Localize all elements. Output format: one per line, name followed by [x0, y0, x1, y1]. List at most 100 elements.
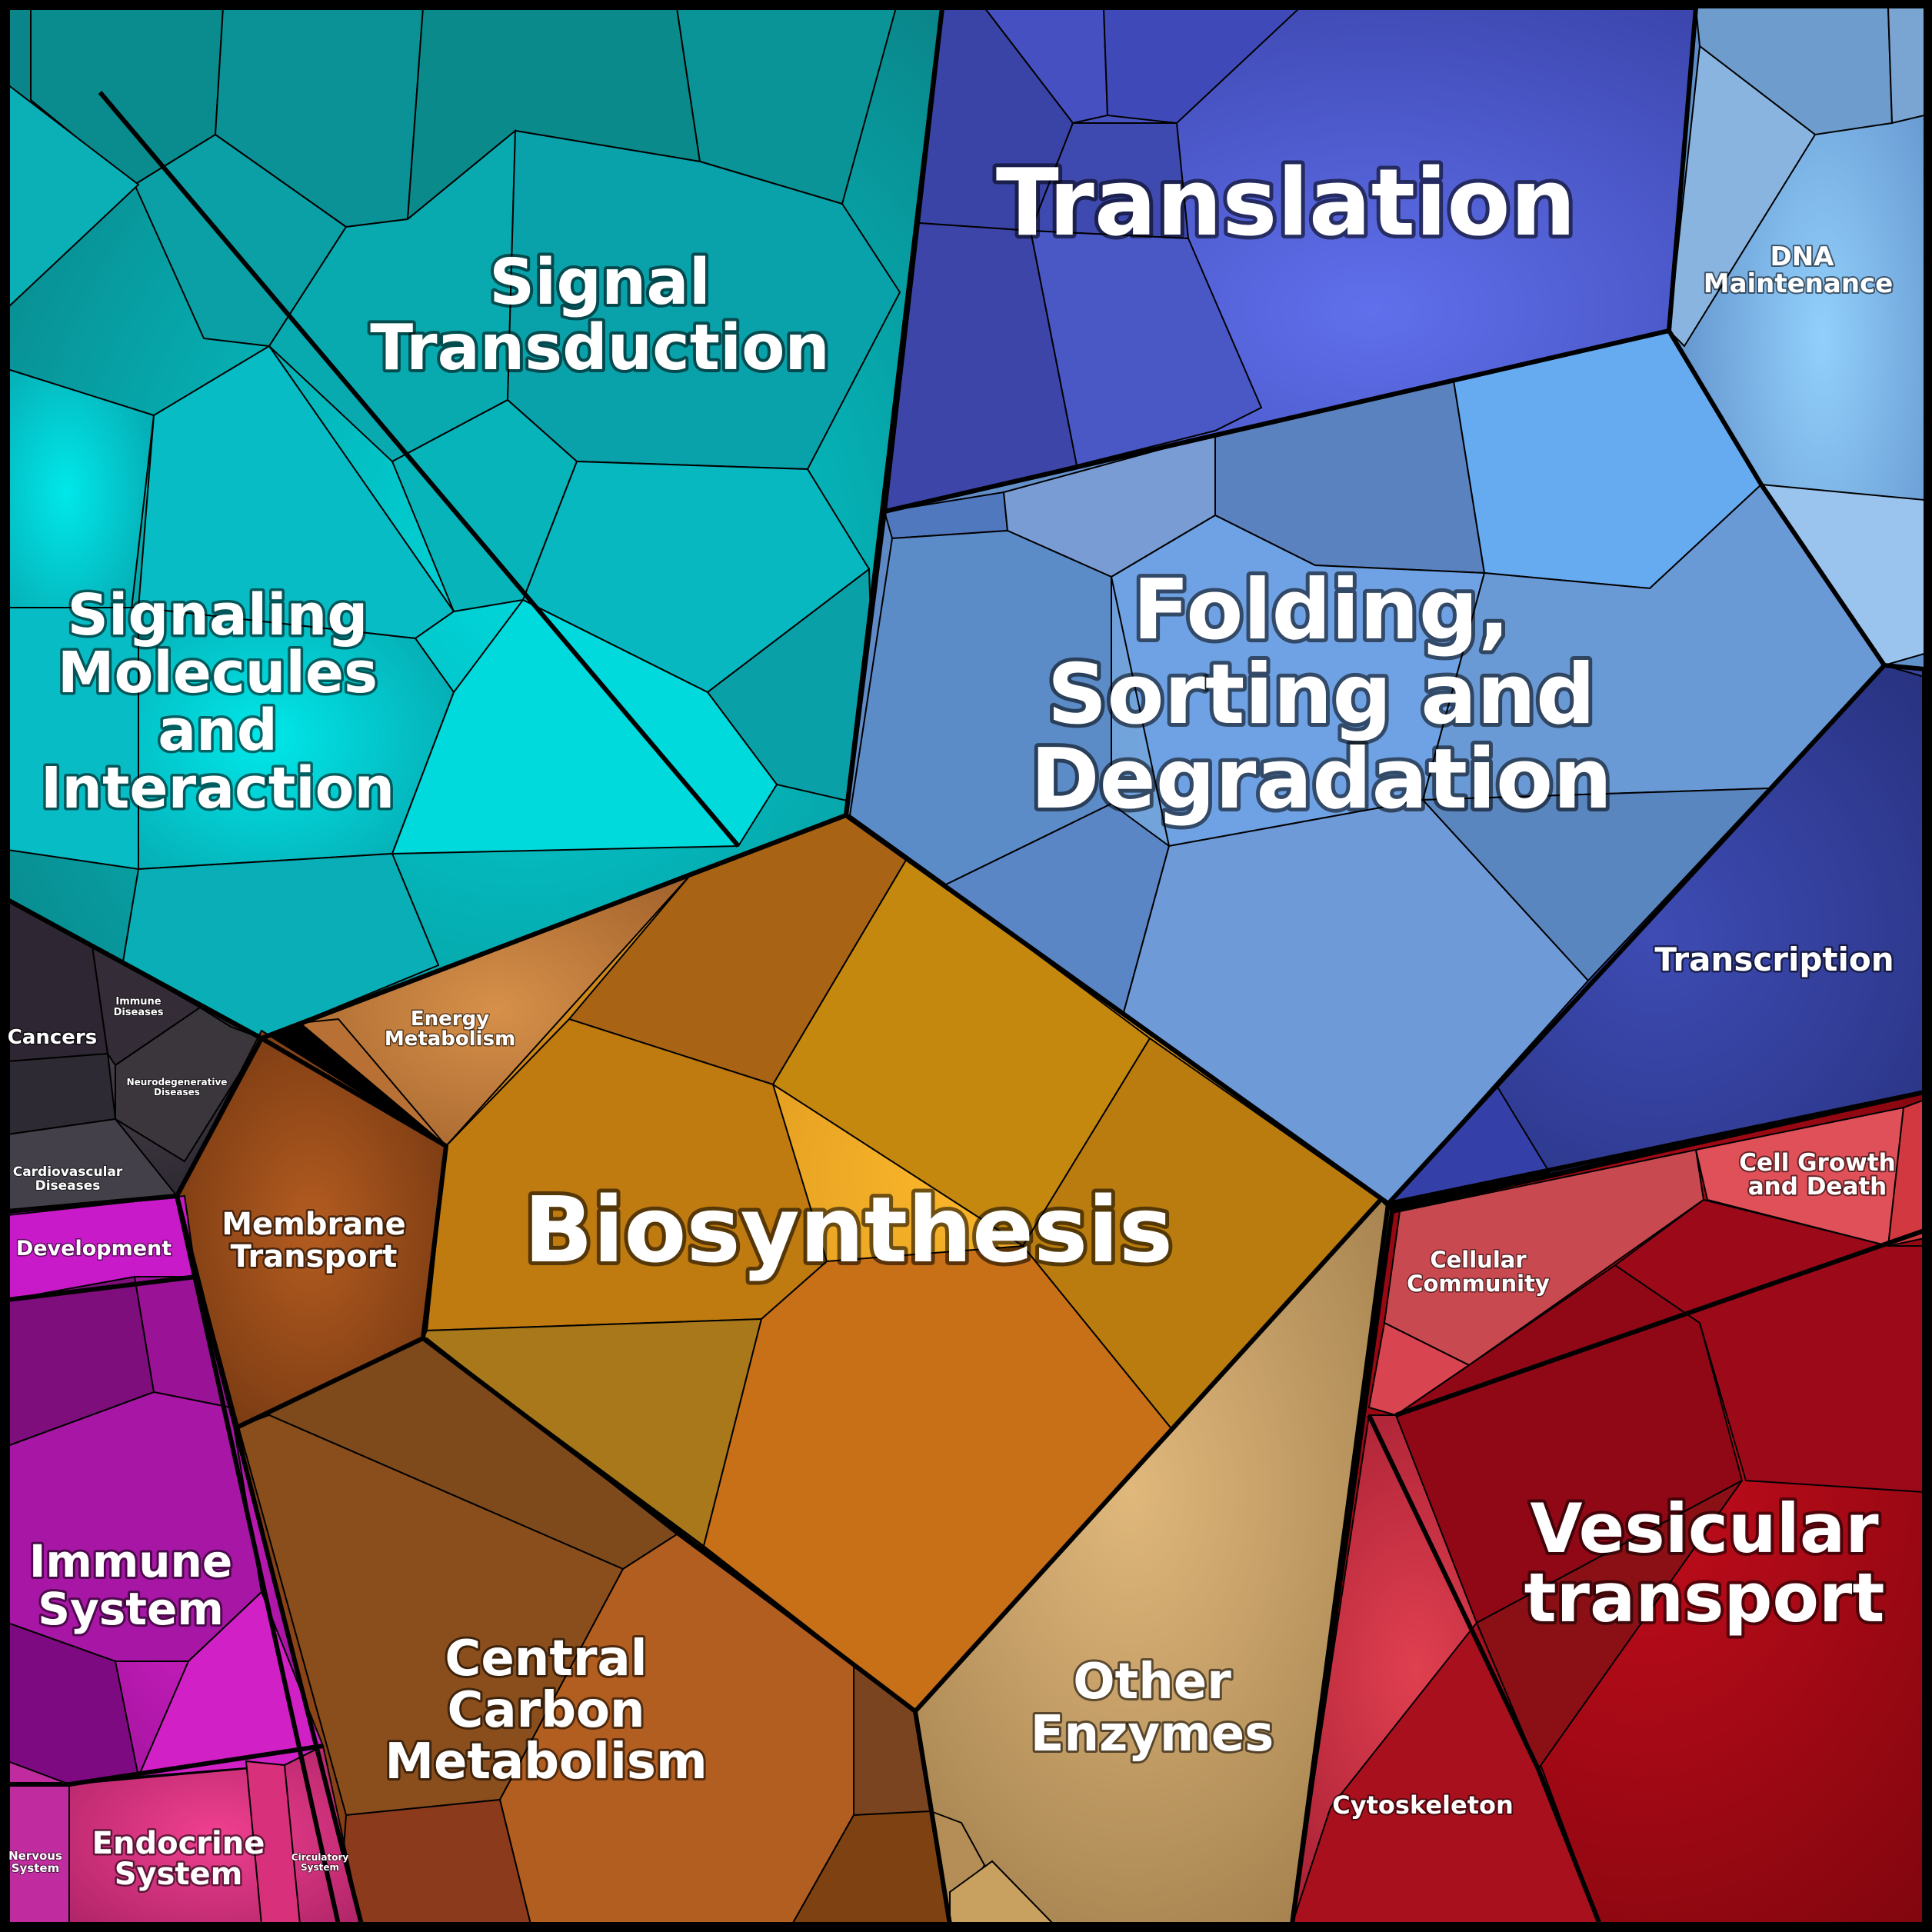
- svg-text:and Death: and Death: [1748, 1173, 1887, 1201]
- label-line: System: [12, 1861, 59, 1875]
- label-central-carbon: Central Carbon Metabolism: [382, 1628, 709, 1793]
- label-line: Enzymes: [1031, 1706, 1274, 1763]
- svg-text:Circulatory: Circulatory: [291, 1852, 349, 1863]
- svg-text:Carbon: Carbon: [447, 1682, 645, 1739]
- label-line: and: [158, 698, 278, 764]
- svg-text:System: System: [115, 1857, 243, 1892]
- label-line: Cell Growth: [1739, 1149, 1895, 1177]
- label-immune-system: Immune System: [27, 1533, 235, 1637]
- label-cancers: Cancers: [6, 1025, 98, 1051]
- svg-text:Transport: Transport: [231, 1239, 398, 1274]
- label-line: System: [115, 1857, 243, 1892]
- label-line: Transcription: [1654, 941, 1894, 978]
- svg-text:Immune: Immune: [29, 1535, 232, 1587]
- label-line: System: [38, 1583, 224, 1635]
- label-line: Metabolism: [385, 1028, 515, 1051]
- label-line: Nervous: [8, 1849, 62, 1863]
- label-line: Maintenance: [1704, 268, 1894, 299]
- svg-text:Cancers: Cancers: [8, 1026, 97, 1049]
- label-line: Signaling: [68, 582, 368, 648]
- svg-text:Vesicular: Vesicular: [1530, 1489, 1879, 1568]
- label-line: transport: [1524, 1558, 1885, 1637]
- svg-text:Cardiovascular: Cardiovascular: [13, 1164, 123, 1180]
- svg-text:Cytoskeleton: Cytoskeleton: [1332, 1790, 1514, 1820]
- label-line: Cytoskeleton: [1332, 1790, 1514, 1820]
- label-line: Immune: [115, 996, 161, 1008]
- region-translation: [883, 7, 1697, 513]
- region-signal-transduction: [7, 7, 944, 1040]
- svg-text:System: System: [301, 1862, 339, 1873]
- svg-text:Endocrine: Endocrine: [92, 1826, 265, 1861]
- label-translation: Translation: [992, 146, 1580, 261]
- label-dna-maintenance: DNA Maintenance: [1702, 240, 1895, 301]
- label-line: Transduction: [370, 311, 830, 385]
- label-line: Degradation: [1031, 731, 1612, 828]
- label-line: Sorting and: [1048, 647, 1596, 743]
- label-line: Diseases: [154, 1087, 200, 1098]
- svg-text:Diseases: Diseases: [35, 1178, 101, 1194]
- region-biosynthesis: [421, 814, 1382, 1713]
- svg-text:Maintenance: Maintenance: [1704, 268, 1894, 299]
- label-line: Circulatory: [291, 1852, 349, 1863]
- svg-text:Enzymes: Enzymes: [1031, 1706, 1274, 1763]
- svg-text:Transduction: Transduction: [370, 311, 830, 385]
- label-cell-growth: Cell Growth and Death: [1737, 1148, 1897, 1202]
- label-line: Interaction: [41, 755, 395, 821]
- label-line: Transport: [231, 1239, 398, 1274]
- svg-text:Signal: Signal: [489, 246, 711, 319]
- label-energy-metabolism: Energy Metabolism: [383, 1007, 516, 1052]
- svg-text:Molecules: Molecules: [58, 640, 378, 706]
- label-line: Endocrine: [92, 1826, 265, 1861]
- label-line: Other: [1073, 1654, 1231, 1710]
- label-transcription: Transcription: [1653, 939, 1896, 981]
- label-neurodegenerative: Neurodegenerative Diseases: [126, 1076, 228, 1098]
- svg-text:Interaction: Interaction: [41, 755, 395, 821]
- label-signal-transduction: Signal Transduction: [367, 243, 833, 388]
- label-cellular-community: Cellular Community: [1406, 1246, 1551, 1298]
- label-line: Folding,: [1133, 562, 1510, 658]
- svg-text:Degradation: Degradation: [1031, 731, 1612, 828]
- svg-text:Translation: Translation: [996, 150, 1576, 257]
- label-line: Molecules: [58, 640, 378, 706]
- label-line: Translation: [996, 150, 1576, 257]
- label-line: Membrane: [222, 1207, 406, 1242]
- region-cellular-processes: [1291, 1091, 1925, 1925]
- label-other-enzymes: Other Enzymes: [1028, 1651, 1276, 1765]
- label-folding: Folding, Sorting and Degradation: [1027, 558, 1616, 831]
- label-line: Development: [16, 1237, 172, 1261]
- svg-text:Cell Growth: Cell Growth: [1739, 1149, 1895, 1177]
- label-line: Community: [1407, 1271, 1550, 1297]
- svg-text:Central: Central: [445, 1631, 647, 1687]
- label-endocrine-system: Endocrine System: [90, 1824, 267, 1894]
- svg-text:Membrane: Membrane: [222, 1207, 406, 1242]
- label-line: Biosynthesis: [524, 1177, 1173, 1283]
- label-line: Cardiovascular: [13, 1164, 123, 1180]
- svg-text:Biosynthesis: Biosynthesis: [524, 1177, 1173, 1283]
- svg-text:Immune: Immune: [115, 996, 161, 1008]
- label-line: Neurodegenerative: [127, 1077, 228, 1088]
- label-cardiovascular: Cardiovascular Diseases: [12, 1164, 124, 1194]
- label-line: Carbon: [447, 1682, 645, 1739]
- svg-text:Other: Other: [1073, 1654, 1231, 1710]
- label-line: Central: [445, 1631, 647, 1687]
- svg-text:Diseases: Diseases: [154, 1087, 200, 1098]
- svg-text:System: System: [12, 1861, 59, 1875]
- svg-text:Signaling: Signaling: [68, 582, 368, 648]
- label-circulatory-system: Circulatory System: [291, 1851, 350, 1874]
- label-line: Immune: [29, 1535, 232, 1587]
- label-line: Diseases: [35, 1178, 101, 1194]
- label-development: Development: [15, 1236, 172, 1262]
- region-dna-maintenance: [1667, 7, 1925, 710]
- label-line: DNA: [1770, 242, 1835, 272]
- svg-text:Energy: Energy: [411, 1008, 489, 1031]
- svg-text:System: System: [38, 1583, 224, 1635]
- label-immune-diseases: Immune Diseases: [113, 995, 165, 1019]
- svg-text:DNA: DNA: [1770, 242, 1835, 272]
- svg-text:transport: transport: [1524, 1558, 1885, 1637]
- svg-text:Development: Development: [16, 1237, 172, 1261]
- label-nervous-system: Nervous System: [8, 1848, 63, 1876]
- label-line: Diseases: [114, 1007, 164, 1018]
- label-signaling-molecules: Signaling Molecules and Interaction: [38, 580, 397, 824]
